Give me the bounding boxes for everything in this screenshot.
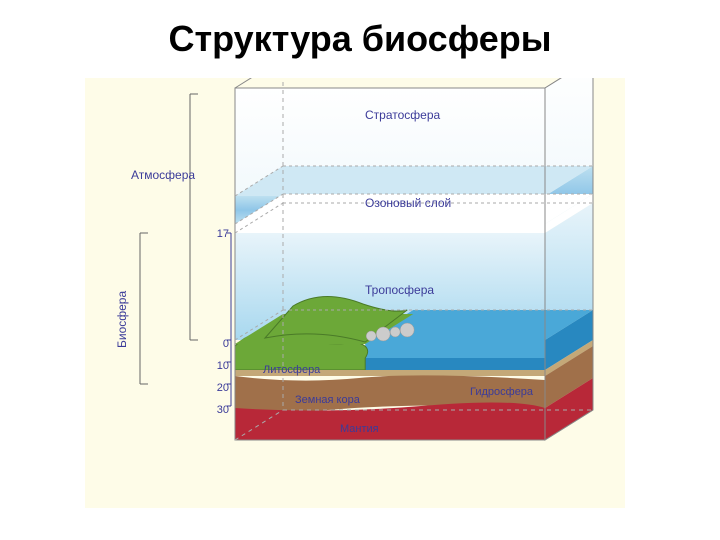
label-lithosphere: Литосфера [263, 364, 320, 376]
label-troposphere: Тропосфера [365, 283, 434, 297]
scale-10: 10 [209, 360, 229, 372]
label-mantle: Мантия [340, 423, 379, 435]
scale-17: 17 [209, 228, 229, 240]
label-biosphere: Биосфера [115, 291, 129, 348]
diagram-svg [85, 78, 625, 508]
label-crust: Земная кора [295, 394, 360, 406]
label-hydrosphere: Гидросфера [470, 386, 533, 398]
page-title: Структура биосферы [0, 18, 720, 60]
scale-0: 0 [209, 338, 229, 350]
label-stratosphere: Стратосфера [365, 108, 440, 122]
scale-30: 30 [209, 404, 229, 416]
label-ozone: Озоновый слой [365, 196, 451, 210]
scale-20: 20 [209, 382, 229, 394]
biosphere-diagram: Стратосфера Озоновый слой Тропосфера Лит… [85, 78, 625, 508]
label-atmosphere: Атмосфера [131, 168, 195, 182]
